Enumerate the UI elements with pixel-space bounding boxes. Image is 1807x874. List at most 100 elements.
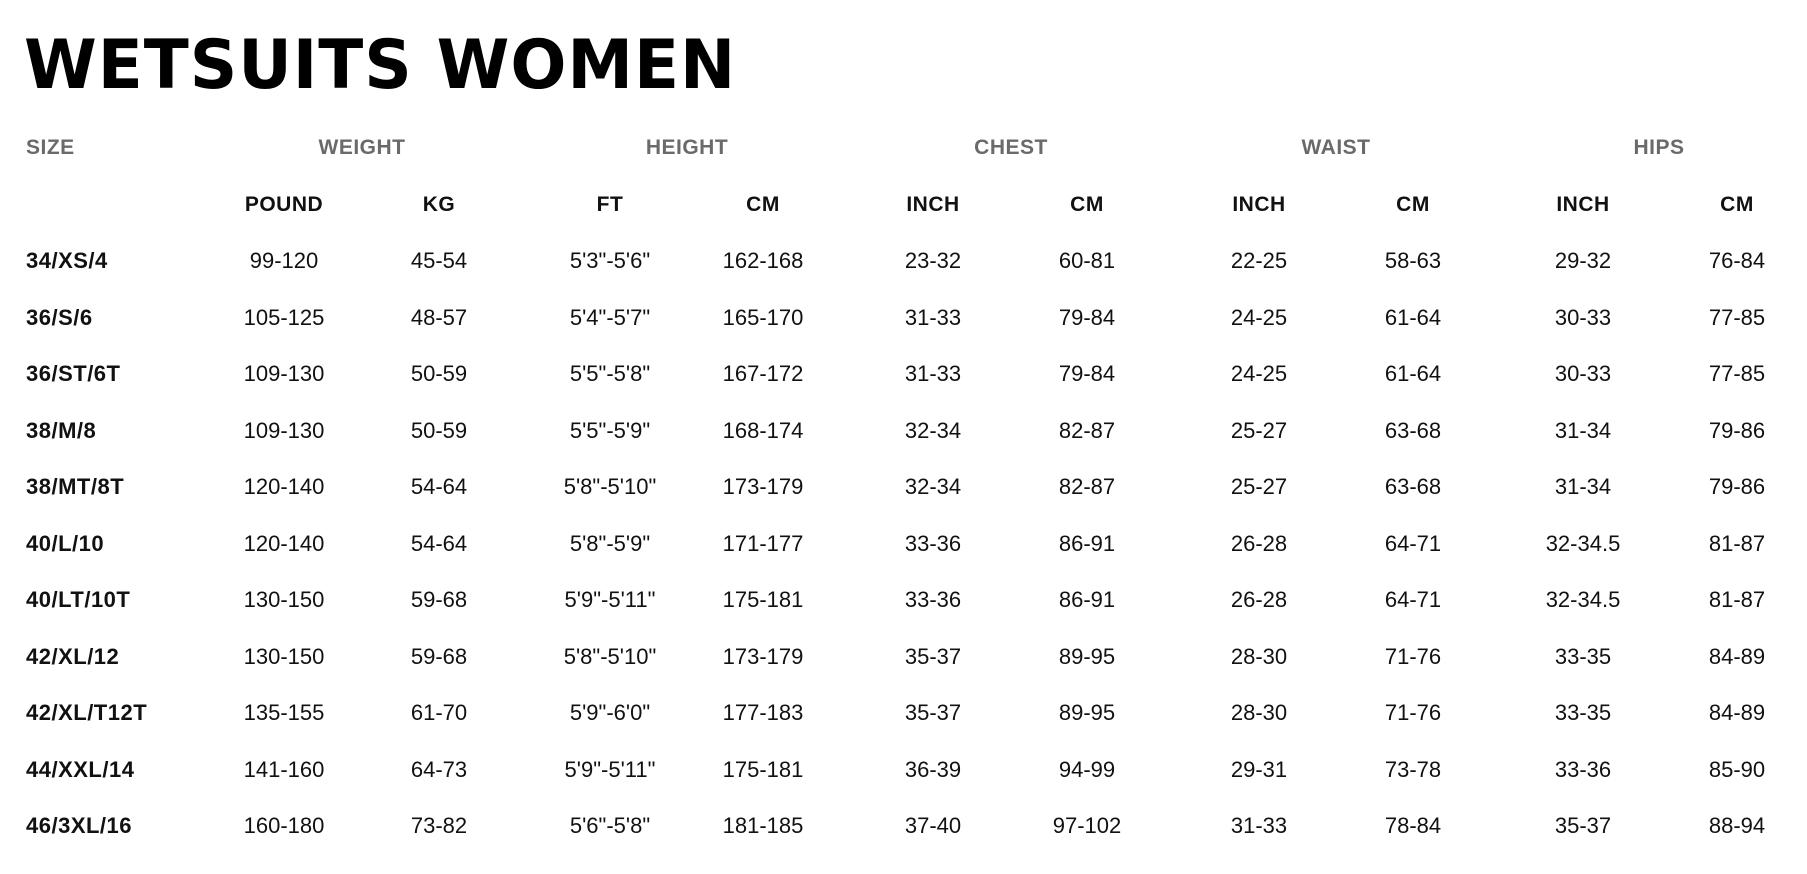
- table-cell: 36-39: [904, 756, 962, 782]
- table-cell: 64-71: [1384, 587, 1442, 612]
- table-cell: 23-32: [904, 248, 962, 273]
- group-header-hips: HIPS: [1633, 136, 1685, 159]
- table-cell: 5'5"-5'8": [569, 361, 651, 386]
- table-cell: 54-64: [410, 474, 468, 499]
- table-cell: 32-34: [904, 417, 962, 443]
- table-cell: 33-35: [1554, 643, 1612, 669]
- table-cell: 31-33: [1230, 813, 1288, 838]
- table-cell: 58-63: [1384, 248, 1442, 273]
- table-cell: 173-179: [722, 643, 804, 669]
- table-cell: 85-90: [1708, 756, 1766, 782]
- table-cell: 60-81: [1058, 248, 1116, 273]
- unit-header: INCH: [1556, 193, 1610, 216]
- table-cell: 84-89: [1708, 643, 1766, 669]
- table-cell: 22-25: [1230, 248, 1288, 273]
- table-row: 44/XXL/14 141-160 64-73 5'9"-5'11" 175-181 36…: [0, 755, 1807, 785]
- table-cell: 71-76: [1384, 700, 1442, 725]
- table-cell: 59-68: [410, 643, 468, 669]
- table-cell: 81-87: [1708, 530, 1766, 556]
- table-cell: 86-91: [1058, 587, 1116, 612]
- table-cell: 30-33: [1554, 304, 1612, 330]
- size-label: 36/S/6: [26, 304, 93, 330]
- table-cell: 25-27: [1230, 474, 1288, 499]
- table-cell: 105-125: [243, 304, 325, 330]
- unit-header: INCH: [906, 193, 960, 216]
- table-cell: 33-36: [904, 530, 962, 556]
- table-cell: 26-28: [1230, 587, 1288, 612]
- table-cell: 33-36: [1554, 756, 1612, 782]
- group-header-row: SIZE WEIGHT HEIGHT CHEST WAIST HIPS: [0, 133, 1807, 163]
- table-cell: 84-89: [1708, 700, 1766, 725]
- unit-header: CM: [746, 193, 780, 216]
- size-label: 36/ST/6T: [26, 361, 121, 386]
- unit-header: INCH: [1232, 193, 1286, 216]
- table-cell: 45-54: [410, 248, 468, 273]
- table-cell: 32-34.5: [1545, 587, 1621, 612]
- table-cell: 82-87: [1058, 474, 1116, 499]
- table-cell: 50-59: [410, 361, 468, 386]
- group-header-weight: WEIGHT: [318, 136, 406, 159]
- table-row: 36/ST/6T 109-130 50-59 5'5"-5'8" 167-172 31-3…: [0, 359, 1807, 389]
- table-row: 42/XL/12 130-150 59-68 5'8"-5'10" 173-179 35-…: [0, 642, 1807, 672]
- table-cell: 5'4"-5'7": [569, 304, 651, 330]
- page-title: WETSUITS WOMEN: [24, 26, 737, 105]
- table-cell: 37-40: [904, 813, 962, 838]
- table-cell: 175-181: [722, 587, 804, 612]
- table-cell: 48-57: [410, 304, 468, 330]
- table-cell: 173-179: [722, 474, 804, 499]
- table-cell: 5'9"-6'0": [569, 700, 651, 725]
- table-cell: 30-33: [1554, 361, 1612, 386]
- table-cell: 64-73: [410, 756, 468, 782]
- table-cell: 63-68: [1384, 417, 1442, 443]
- table-cell: 61-64: [1384, 361, 1442, 386]
- table-cell: 5'9"-5'11": [564, 756, 656, 782]
- table-cell: 35-37: [904, 643, 962, 669]
- table-cell: 31-33: [904, 361, 962, 386]
- size-label: 42/XL/T12T: [26, 700, 148, 725]
- table-cell: 54-64: [410, 530, 468, 556]
- unit-header: POUND: [244, 193, 324, 216]
- size-header: SIZE: [26, 136, 75, 159]
- table-cell: 109-130: [243, 361, 325, 386]
- table-cell: 82-87: [1058, 417, 1116, 443]
- table-row: 42/XL/T12T 135-155 61-70 5'9"-6'0" 177-183 35…: [0, 698, 1807, 728]
- table-cell: 5'5"-5'9": [569, 417, 651, 443]
- table-cell: 162-168: [722, 248, 804, 273]
- table-cell: 73-78: [1384, 756, 1442, 782]
- table-cell: 79-86: [1708, 417, 1766, 443]
- table-cell: 31-33: [904, 304, 962, 330]
- size-label: 40/LT/10T: [26, 587, 131, 612]
- table-row: 38/MT/8T 120-140 54-64 5'8"-5'10" 173-179 32-…: [0, 472, 1807, 502]
- table-cell: 25-27: [1230, 417, 1288, 443]
- table-cell: 35-37: [904, 700, 962, 725]
- size-label: 46/3XL/16: [26, 813, 133, 838]
- unit-header: CM: [1720, 193, 1754, 216]
- size-label: 38/MT/8T: [26, 474, 125, 499]
- table-cell: 167-172: [722, 361, 804, 386]
- unit-header: FT: [596, 193, 624, 216]
- size-label: 40/L/10: [26, 530, 105, 556]
- table-cell: 76-84: [1708, 248, 1766, 273]
- unit-header: CM: [1396, 193, 1430, 216]
- table-cell: 181-185: [722, 813, 804, 838]
- table-cell: 61-70: [410, 700, 468, 725]
- table-cell: 32-34: [904, 474, 962, 499]
- table-cell: 77-85: [1708, 361, 1766, 386]
- table-cell: 5'8"-5'10": [563, 643, 657, 669]
- table-cell: 171-177: [722, 530, 804, 556]
- table-cell: 89-95: [1058, 643, 1116, 669]
- table-cell: 175-181: [722, 756, 804, 782]
- table-cell: 29-32: [1554, 248, 1612, 273]
- table-cell: 24-25: [1230, 361, 1288, 386]
- table-cell: 33-35: [1554, 700, 1612, 725]
- table-cell: 99-120: [249, 248, 319, 273]
- table-cell: 177-183: [722, 700, 804, 725]
- table-cell: 5'8"-5'10": [563, 474, 657, 499]
- table-cell: 5'8"-5'9": [569, 530, 651, 556]
- table-cell: 168-174: [722, 417, 804, 443]
- table-cell: 5'3"-5'6": [569, 248, 651, 273]
- table-cell: 29-31: [1230, 756, 1288, 782]
- table-row: 36/S/6 105-125 48-57 5'4"-5'7" 165-170 31-33 7…: [0, 303, 1807, 333]
- table-cell: 32-34.5: [1545, 530, 1621, 556]
- table-cell: 73-82: [410, 813, 468, 838]
